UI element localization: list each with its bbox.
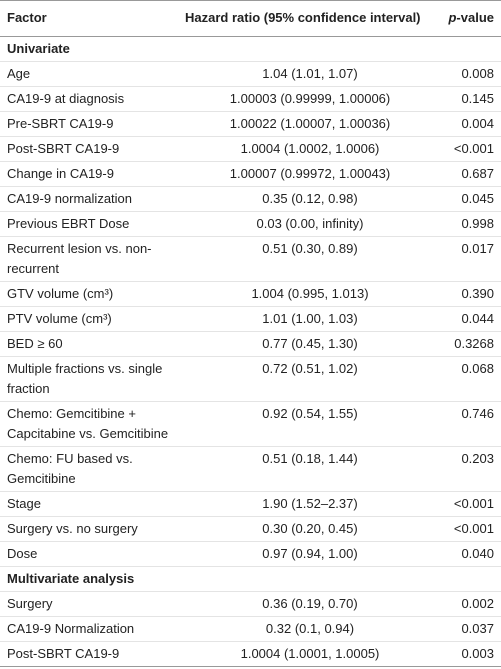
p-value-cell: 0.002 [435, 591, 501, 617]
p-value-cell: 0.998 [435, 211, 501, 237]
section-label: Multivariate analysis [0, 566, 501, 592]
factor-cell: Surgery vs. no surgery [0, 516, 185, 542]
factor-cell: Chemo: Gemcitibine + Capcitabine vs. Gem… [0, 401, 185, 447]
p-value-cell: <0.001 [435, 491, 501, 517]
hazard-ratio-cell: 0.32 (0.1, 0.94) [185, 616, 435, 642]
factor-cell: Dose [0, 541, 185, 567]
p-value-cell: 0.145 [435, 86, 501, 112]
header-cell: Hazard ratio (95% confidence interval) [185, 0, 435, 37]
table-row: Post-SBRT CA19-9 1.0004 (1.0001, 1.0005) 0… [0, 641, 501, 667]
p-value-cell: 0.203 [435, 446, 501, 492]
table-row: CA19-9 at diagnosis 1.00003 (0.99999, 1.0… [0, 86, 501, 112]
table-row: CA19-9 Normalization 0.32 (0.1, 0.94) 0.03… [0, 616, 501, 642]
p-value-cell: 0.390 [435, 281, 501, 307]
section-label: Univariate [0, 36, 501, 62]
factor-cell: Change in CA19-9 [0, 161, 185, 187]
p-value-cell: 0.3268 [435, 331, 501, 357]
factor-cell: Post-SBRT CA19-9 [0, 641, 185, 667]
table-row: Change in CA19-9 1.00007 (0.99972, 1.0004… [0, 161, 501, 187]
header-text: p-value [448, 10, 494, 25]
hazard-ratio-cell: 0.77 (0.45, 1.30) [185, 331, 435, 357]
factor-cell: Chemo: FU based vs. Gemcitibine [0, 446, 185, 492]
hazard-ratio-cell: 1.04 (1.01, 1.07) [185, 61, 435, 87]
factor-cell: Post-SBRT CA19-9 [0, 136, 185, 162]
p-value-cell: 0.004 [435, 111, 501, 137]
table-row: Previous EBRT Dose 0.03 (0.00, infinity) 0… [0, 211, 501, 237]
hazard-ratio-cell: 0.97 (0.94, 1.00) [185, 541, 435, 567]
table-row: Pre-SBRT CA19-9 1.00022 (1.00007, 1.00036… [0, 111, 501, 137]
table-row: Stage 1.90 (1.52–2.37) <0.001 [0, 491, 501, 517]
table-row: CA19-9 normalization 0.35 (0.12, 0.98) 0.0… [0, 186, 501, 212]
table-body: Univariate Age 1.04 (1.01, 1.07) 0.008 CA19-… [0, 36, 501, 667]
hazard-ratio-cell: 1.0004 (1.0001, 1.0005) [185, 641, 435, 667]
p-value-cell: 0.008 [435, 61, 501, 87]
p-value-cell: 0.746 [435, 401, 501, 447]
table-row: PTV volume (cm³) 1.01 (1.00, 1.03) 0.044 [0, 306, 501, 332]
p-value-cell: 0.037 [435, 616, 501, 642]
table-row: Surgery vs. no surgery 0.30 (0.20, 0.45) <… [0, 516, 501, 542]
hazard-ratio-cell: 1.00007 (0.99972, 1.00043) [185, 161, 435, 187]
table-row: Age 1.04 (1.01, 1.07) 0.008 [0, 61, 501, 87]
factor-cell: BED ≥ 60 [0, 331, 185, 357]
header-cell: p-value [435, 0, 501, 37]
header-row: Factor Hazard ratio (95% confidence inte… [0, 0, 501, 37]
hazard-ratio-cell: 0.35 (0.12, 0.98) [185, 186, 435, 212]
table-row: Chemo: FU based vs. Gemcitibine 0.51 (0.1… [0, 446, 501, 492]
factor-cell: Multiple fractions vs. single fraction [0, 356, 185, 402]
factor-cell: CA19-9 Normalization [0, 616, 185, 642]
p-value-cell: <0.001 [435, 516, 501, 542]
hazard-ratio-cell: 0.03 (0.00, infinity) [185, 211, 435, 237]
table-row: Post-SBRT CA19-9 1.0004 (1.0002, 1.0006) <… [0, 136, 501, 162]
p-value-cell: 0.044 [435, 306, 501, 332]
p-value-cell: 0.003 [435, 641, 501, 667]
factor-cell: Recurrent lesion vs. non-recurrent [0, 236, 185, 282]
p-value-cell: <0.001 [435, 136, 501, 162]
factor-cell: PTV volume (cm³) [0, 306, 185, 332]
factor-cell: Age [0, 61, 185, 87]
hazard-ratio-cell: 1.01 (1.00, 1.03) [185, 306, 435, 332]
factor-cell: Stage [0, 491, 185, 517]
factor-cell: Surgery [0, 591, 185, 617]
p-value-cell: 0.017 [435, 236, 501, 282]
table-row: Chemo: Gemcitibine + Capcitabine vs. Gem… [0, 401, 501, 447]
header-cell: Factor [0, 0, 185, 37]
hazard-ratio-cell: 1.00003 (0.99999, 1.00006) [185, 86, 435, 112]
factor-cell: CA19-9 normalization [0, 186, 185, 212]
hazard-ratio-cell: 0.36 (0.19, 0.70) [185, 591, 435, 617]
factor-cell: Previous EBRT Dose [0, 211, 185, 237]
hazard-ratio-cell: 1.0004 (1.0002, 1.0006) [185, 136, 435, 162]
factor-cell: GTV volume (cm³) [0, 281, 185, 307]
table-row: Surgery 0.36 (0.19, 0.70) 0.002 [0, 591, 501, 617]
factor-cell: CA19-9 at diagnosis [0, 86, 185, 112]
hazard-ratio-cell: 0.51 (0.18, 1.44) [185, 446, 435, 492]
table-row: Univariate [0, 36, 501, 62]
table-row: Dose 0.97 (0.94, 1.00) 0.040 [0, 541, 501, 567]
table-row: GTV volume (cm³) 1.004 (0.995, 1.013) 0.39… [0, 281, 501, 307]
p-value-cell: 0.040 [435, 541, 501, 567]
table-row: Multivariate analysis [0, 566, 501, 592]
hazard-ratio-cell: 0.92 (0.54, 1.55) [185, 401, 435, 447]
hazard-ratio-cell: 0.30 (0.20, 0.45) [185, 516, 435, 542]
hazard-ratio-cell: 1.90 (1.52–2.37) [185, 491, 435, 517]
hazard-ratio-cell: 1.00022 (1.00007, 1.00036) [185, 111, 435, 137]
table-row: Recurrent lesion vs. non-recurrent 0.51 (… [0, 236, 501, 282]
hazard-ratio-cell: 0.51 (0.30, 0.89) [185, 236, 435, 282]
p-value-cell: 0.045 [435, 186, 501, 212]
table-row: BED ≥ 60 0.77 (0.45, 1.30) 0.3268 [0, 331, 501, 357]
p-value-cell: 0.687 [435, 161, 501, 187]
p-value-cell: 0.068 [435, 356, 501, 402]
hazard-ratio-cell: 1.004 (0.995, 1.013) [185, 281, 435, 307]
table-row: Multiple fractions vs. single fraction 0.… [0, 356, 501, 402]
hazard-ratio-cell: 0.72 (0.51, 1.02) [185, 356, 435, 402]
factor-cell: Pre-SBRT CA19-9 [0, 111, 185, 137]
